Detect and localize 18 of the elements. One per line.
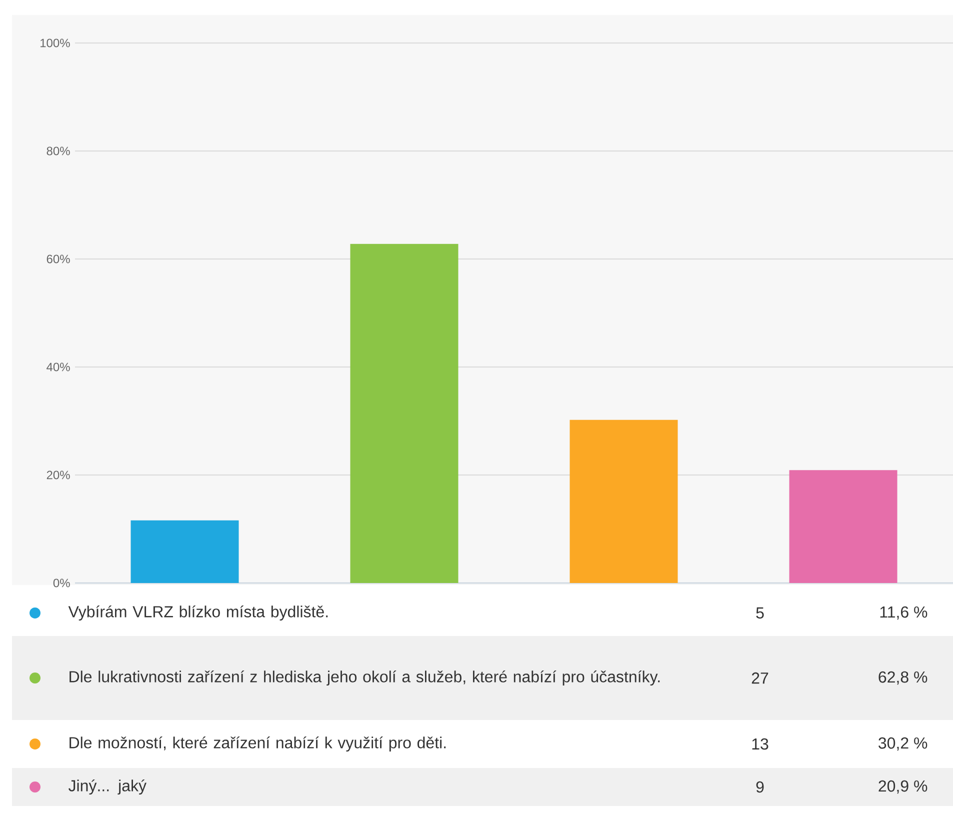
legend-label: Jiný... jaký — [68, 779, 146, 795]
text: 62,8 % — [878, 671, 928, 685]
y-tick-label: 0% — [53, 578, 70, 588]
text: 20,9 % — [878, 780, 928, 794]
y-tick-label: 20% — [46, 470, 70, 480]
text: 30,2 % — [878, 737, 928, 751]
legend-label: Vybírám VLRZ blízko místa bydliště. — [68, 605, 328, 621]
text: 27 — [752, 672, 768, 684]
text: 9 — [756, 781, 764, 793]
text: 5 — [756, 607, 764, 619]
legend-label: Dle lukrativnosti zařízení z hlediska jeho okolí a služeb, které nabízí pro účastníky. — [70, 670, 660, 686]
text: 13 — [752, 738, 768, 750]
y-tick-label: 60% — [46, 254, 70, 264]
legend-label: Dle možností, které zařízení nabízí k využití pro děti. — [70, 736, 446, 752]
y-tick-label: 100% — [40, 38, 70, 48]
y-tick-label: 80% — [46, 146, 70, 156]
text: 11,6 % — [880, 606, 928, 620]
y-tick-label: 40% — [46, 362, 70, 372]
